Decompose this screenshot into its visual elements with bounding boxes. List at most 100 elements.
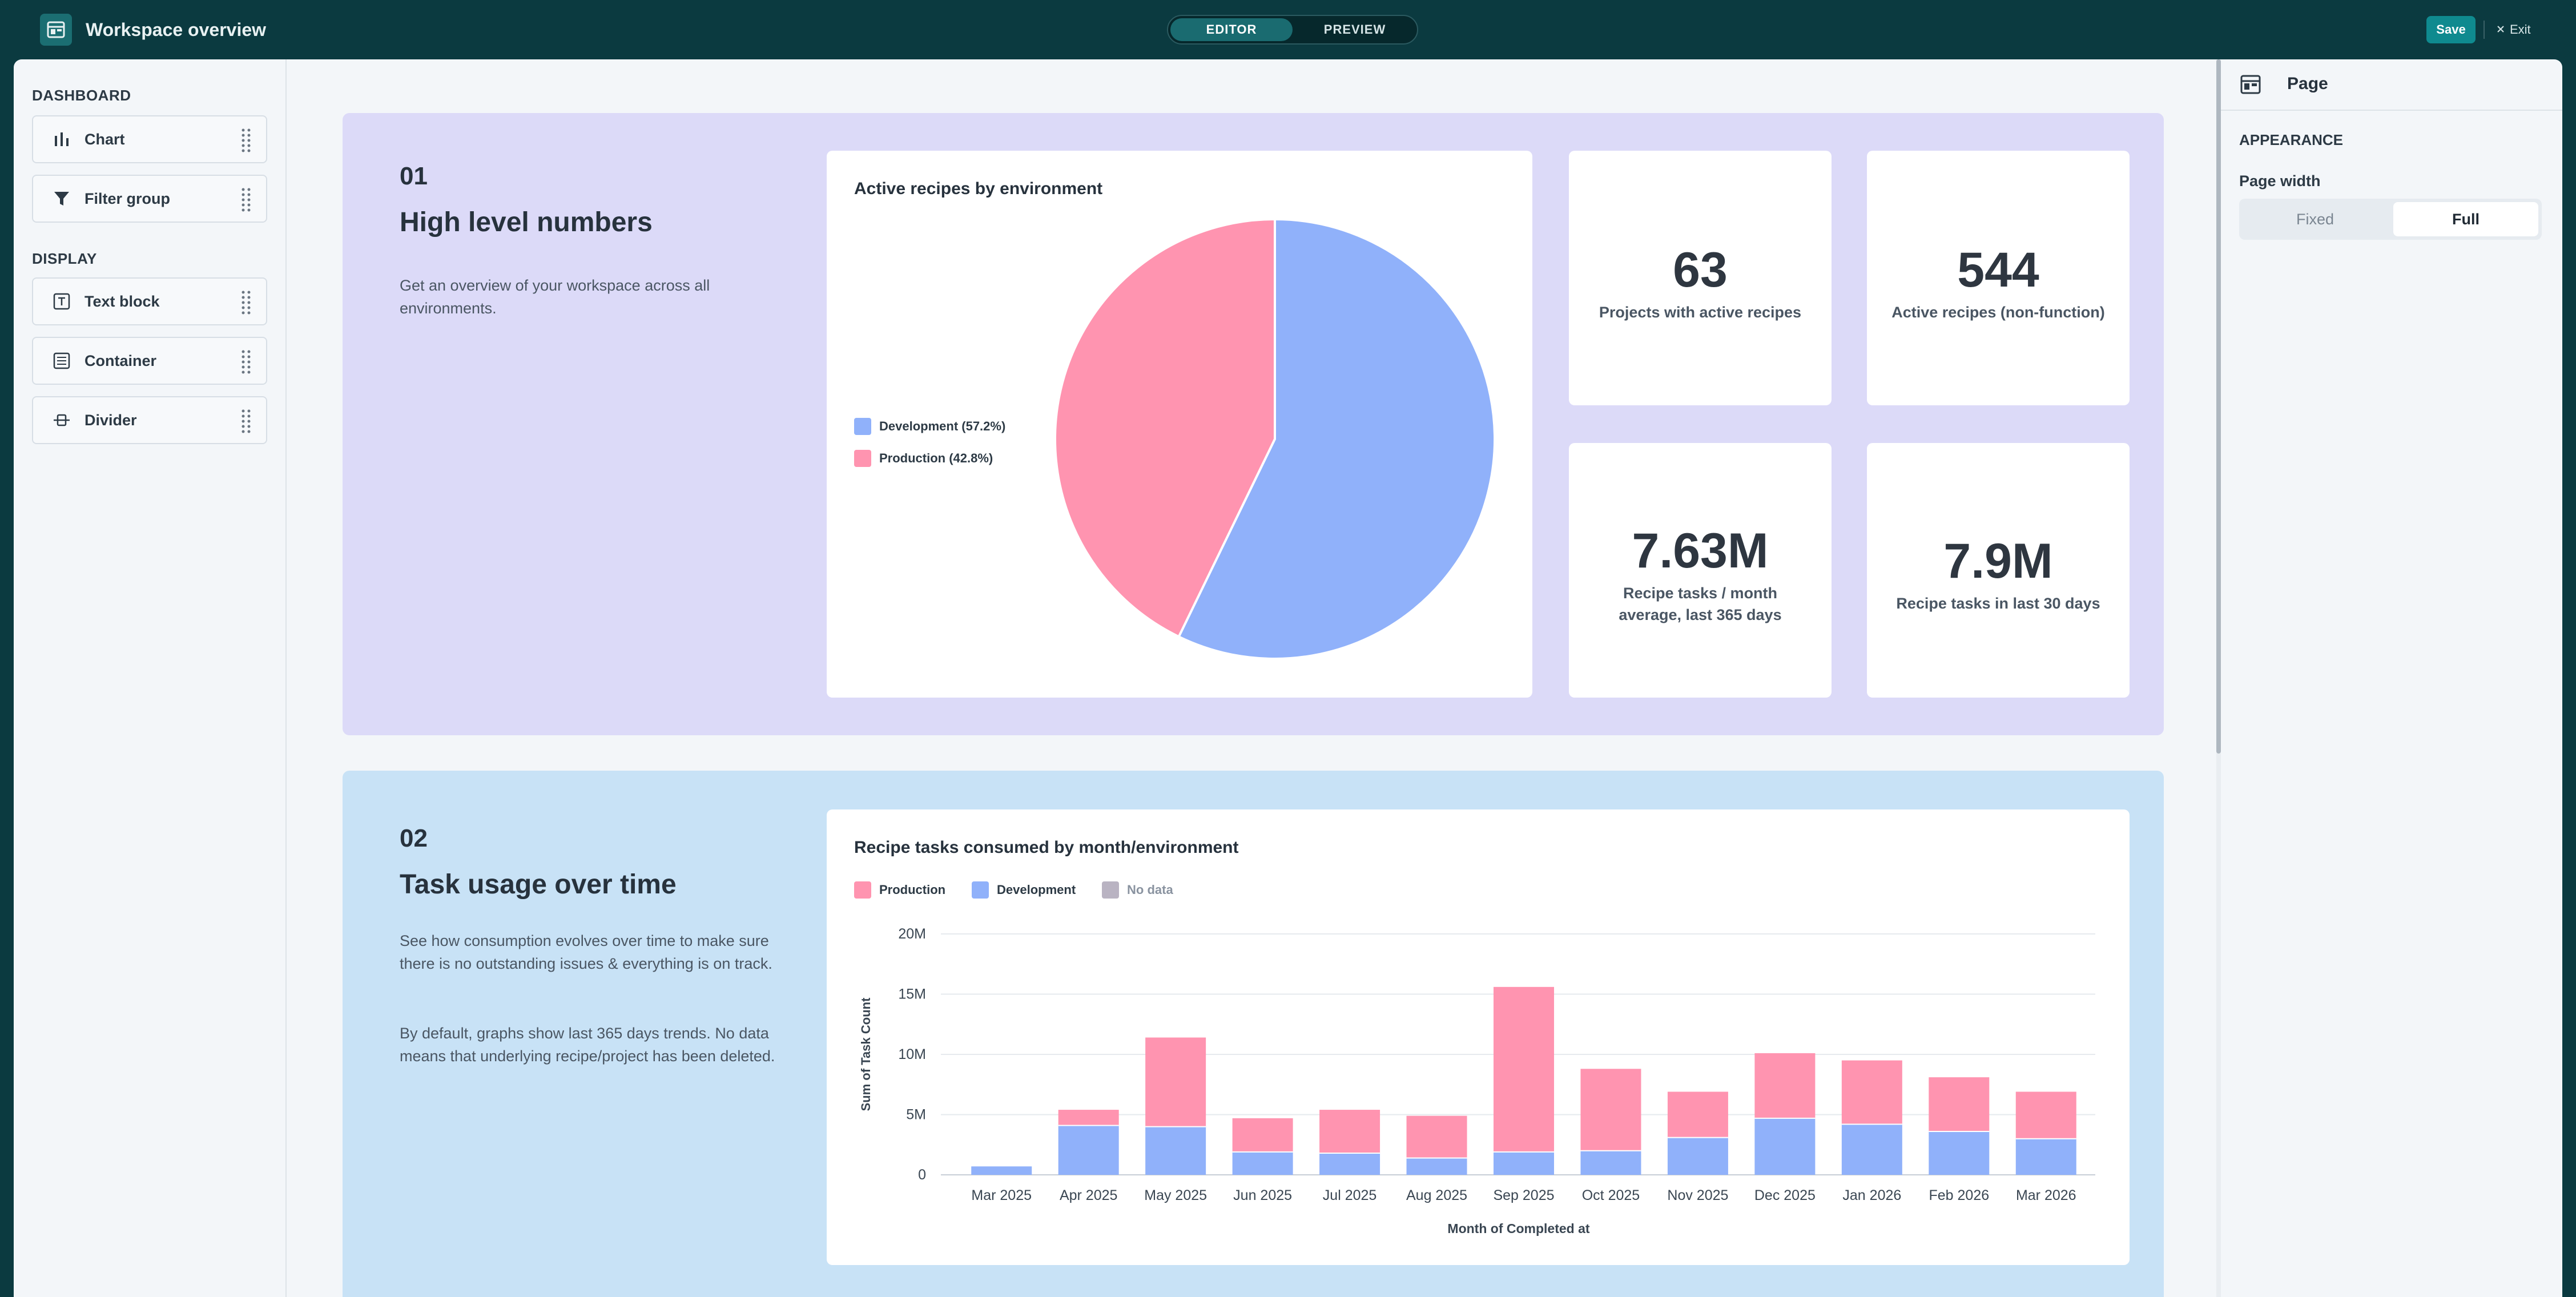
bar-development[interactable] bbox=[2015, 1138, 2076, 1175]
stat-card-monthly-average[interactable]: 7.63M Recipe tasks / month average, last… bbox=[1569, 443, 1832, 698]
page-width-full-option[interactable]: Full bbox=[2393, 202, 2538, 236]
pie-slice-development[interactable] bbox=[1177, 219, 1496, 660]
bar-production[interactable] bbox=[1667, 1091, 1728, 1138]
section-task-usage[interactable]: 02 Task usage over time See how consumpt… bbox=[343, 771, 2164, 1297]
bar-development[interactable] bbox=[1232, 1151, 1293, 1175]
pie-slice-production[interactable] bbox=[1055, 219, 1276, 638]
page-icon bbox=[2239, 73, 2262, 99]
bar-development[interactable] bbox=[1145, 1126, 1206, 1175]
y-tick-label: 10M bbox=[898, 1046, 926, 1062]
text-icon bbox=[50, 290, 73, 313]
drag-handle-icon[interactable] bbox=[241, 187, 251, 212]
legend-item-production: Production (42.8%) bbox=[854, 450, 993, 467]
bar-development[interactable] bbox=[1319, 1153, 1380, 1175]
stat-value: 7.63M bbox=[1632, 523, 1769, 578]
stacked-bar-chart: 0 5M 10M 15M 20M Mar 2025 Apr 2025 May 2025 Jun … bbox=[859, 926, 2095, 1236]
palette-item-chart[interactable]: Chart bbox=[32, 115, 267, 163]
page-title: Workspace overview bbox=[86, 19, 267, 40]
stat-card-projects[interactable]: 63 Projects with active recipes bbox=[1569, 151, 1832, 405]
stat-label: Projects with active recipes bbox=[1599, 304, 1802, 321]
x-tick-label: Jan 2026 bbox=[1842, 1187, 1901, 1203]
bar-development[interactable] bbox=[1058, 1125, 1119, 1175]
legend-swatch bbox=[854, 450, 871, 467]
bar-development[interactable] bbox=[1841, 1124, 1902, 1175]
dashboard-section-label: DASHBOARD bbox=[32, 87, 131, 104]
bar-production[interactable] bbox=[2015, 1091, 2076, 1139]
bar-production[interactable] bbox=[1494, 986, 1554, 1152]
bar-production[interactable] bbox=[1841, 1060, 1902, 1125]
legend-swatch bbox=[854, 881, 871, 899]
section-title: Task usage over time bbox=[400, 869, 677, 900]
page-width-label: Page width bbox=[2239, 172, 2321, 190]
bar-production[interactable] bbox=[1580, 1069, 1641, 1151]
palette-item-label: Filter group bbox=[84, 190, 170, 207]
page-width-fixed-option[interactable]: Fixed bbox=[2296, 210, 2334, 228]
bar-chart-icon bbox=[50, 128, 73, 151]
x-tick-label: Sep 2025 bbox=[1493, 1187, 1554, 1203]
palette-item-divider[interactable]: Divider bbox=[32, 396, 267, 444]
preview-mode-button[interactable]: PREVIEW bbox=[1323, 22, 1386, 37]
legend-swatch bbox=[854, 418, 871, 435]
y-tick-label: 0 bbox=[918, 1167, 926, 1183]
section-title: High level numbers bbox=[400, 207, 653, 237]
section-number: 02 bbox=[400, 824, 428, 852]
bar-production[interactable] bbox=[1929, 1077, 1990, 1132]
canvas-scrollbar-thumb[interactable] bbox=[2216, 59, 2221, 754]
bar-development[interactable] bbox=[1929, 1131, 1990, 1175]
palette-item-label: Divider bbox=[84, 411, 137, 429]
stat-card-active-recipes[interactable]: 544 Active recipes (non-function) bbox=[1867, 151, 2130, 405]
palette-item-container[interactable]: Container bbox=[32, 337, 267, 385]
save-button[interactable]: Save bbox=[2426, 16, 2476, 43]
page-width-toggle: Fixed Full bbox=[2239, 199, 2542, 240]
section-description: Get an overview of your workspace across… bbox=[400, 277, 710, 317]
legend-label: No data bbox=[1127, 883, 1173, 897]
header-divider bbox=[2484, 21, 2485, 39]
stat-value: 544 bbox=[1957, 243, 2039, 297]
stat-card-last-30-days[interactable]: 7.9M Recipe tasks in last 30 days bbox=[1867, 443, 2130, 698]
bar-development[interactable] bbox=[1494, 1151, 1554, 1175]
x-tick-label: Jul 2025 bbox=[1323, 1187, 1377, 1203]
palette-item-label: Text block bbox=[84, 292, 160, 310]
bar-development[interactable] bbox=[1580, 1150, 1641, 1175]
pie-chart-card[interactable]: Active recipes by environment Developmen… bbox=[827, 151, 1532, 698]
bar-development[interactable] bbox=[1754, 1118, 1816, 1175]
divider-icon bbox=[50, 409, 73, 432]
editor-mode-button[interactable]: EDITOR bbox=[1170, 18, 1293, 41]
palette-item-filter-group[interactable]: Filter group bbox=[32, 175, 267, 223]
exit-label: Exit bbox=[2510, 22, 2531, 37]
section-high-level-numbers[interactable]: 01 High level numbers Get an overview of… bbox=[343, 113, 2164, 735]
x-tick-label: Mar 2025 bbox=[971, 1187, 1032, 1203]
y-tick-label: 20M bbox=[898, 926, 926, 942]
drag-handle-icon[interactable] bbox=[241, 128, 251, 153]
drag-handle-icon[interactable] bbox=[241, 409, 251, 434]
component-palette: DASHBOARD Chart Filter group DISPLAY Tex… bbox=[14, 59, 287, 1297]
bar-production[interactable] bbox=[1145, 1037, 1206, 1127]
bar-production[interactable] bbox=[1058, 1110, 1119, 1126]
bar-development[interactable] bbox=[1406, 1158, 1467, 1175]
dashboard-icon bbox=[40, 14, 72, 46]
bar-development[interactable] bbox=[1667, 1137, 1728, 1175]
bar-production[interactable] bbox=[1754, 1053, 1816, 1118]
y-axis-label: Sum of Task Count bbox=[859, 997, 873, 1111]
bar-production[interactable] bbox=[1232, 1118, 1293, 1152]
bar-production[interactable] bbox=[1319, 1110, 1380, 1154]
x-tick-label: Aug 2025 bbox=[1406, 1187, 1467, 1203]
legend-label: Production (42.8%) bbox=[879, 451, 993, 465]
drag-handle-icon[interactable] bbox=[241, 349, 251, 374]
palette-item-text-block[interactable]: Text block bbox=[32, 277, 267, 325]
legend-item-development: Development bbox=[972, 881, 1076, 899]
drag-handle-icon[interactable] bbox=[241, 290, 251, 315]
pie-chart bbox=[1055, 219, 1496, 660]
exit-button[interactable]: Exit bbox=[2496, 17, 2531, 42]
bar-production[interactable] bbox=[1406, 1115, 1467, 1158]
stat-label: Active recipes (non-function) bbox=[1891, 304, 2105, 321]
mode-toggle: EDITOR PREVIEW bbox=[1167, 15, 1418, 45]
container-icon bbox=[50, 349, 73, 372]
bar-chart-card[interactable]: Recipe tasks consumed by month/environme… bbox=[827, 809, 2130, 1265]
dashboard-canvas: 01 High level numbers Get an overview of… bbox=[287, 59, 2216, 1297]
x-tick-label: Apr 2025 bbox=[1060, 1187, 1117, 1203]
legend-item-development: Development (57.2%) bbox=[854, 418, 1005, 435]
appearance-section-label: APPEARANCE bbox=[2239, 131, 2344, 148]
palette-item-label: Container bbox=[84, 352, 157, 369]
bar-development[interactable] bbox=[971, 1166, 1032, 1175]
